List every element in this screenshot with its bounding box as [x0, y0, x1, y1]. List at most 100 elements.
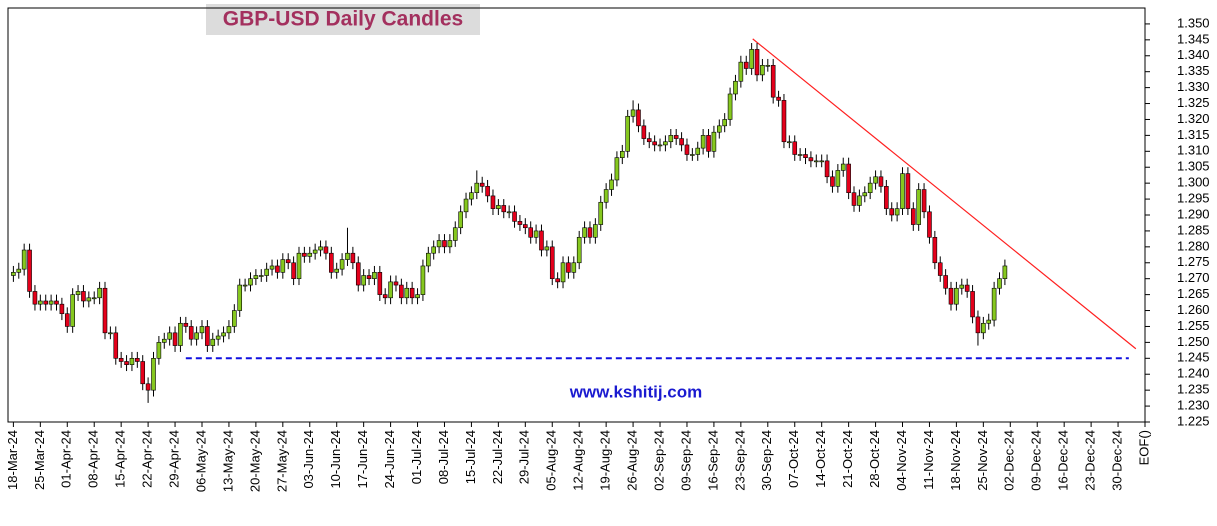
- candle-body: [16, 268, 22, 273]
- candle-body: [452, 227, 458, 241]
- x-tick-label: 18-Nov-24: [948, 430, 963, 491]
- candle-body: [388, 281, 393, 299]
- candle-body: [905, 173, 911, 209]
- candle-body: [937, 262, 943, 276]
- candle-body: [765, 65, 771, 67]
- candle-body: [620, 151, 625, 158]
- candle-body: [329, 252, 334, 273]
- y-tick-label: 1.255: [1177, 318, 1210, 333]
- candle-body: [496, 205, 501, 209]
- candle-body: [232, 310, 237, 327]
- x-tick-label: 17-Jun-24: [355, 430, 370, 489]
- candle-body: [431, 246, 437, 254]
- candle-body: [851, 192, 857, 206]
- y-tick-label: 1.315: [1177, 127, 1210, 142]
- candle-body: [630, 109, 636, 117]
- candle-body: [442, 240, 447, 248]
- x-tick-label: 04-Nov-24: [894, 430, 909, 491]
- x-tick-label: 19-Aug-24: [598, 430, 613, 491]
- y-tick-label: 1.245: [1177, 350, 1210, 365]
- candle-body: [253, 275, 259, 279]
- x-tick-label: 12-Aug-24: [571, 430, 586, 491]
- candle-body: [70, 294, 75, 327]
- x-tick-label: 05-Aug-24: [544, 430, 559, 491]
- candle-body: [32, 291, 38, 305]
- candle-body: [636, 109, 641, 127]
- x-tick-label: 22-Apr-24: [140, 430, 155, 488]
- x-tick-label: 09-Dec-24: [1029, 430, 1044, 491]
- candle-body: [372, 272, 377, 279]
- x-tick-label: 07-Oct-24: [786, 430, 801, 488]
- candle-body: [867, 182, 873, 194]
- candle-body: [528, 227, 533, 238]
- candle-body: [948, 287, 954, 305]
- candle-body: [485, 186, 490, 197]
- candle-body: [275, 265, 280, 273]
- candle-body: [733, 80, 738, 95]
- candle-body: [787, 141, 792, 144]
- y-tick-label: 1.295: [1177, 191, 1210, 206]
- x-tick-label: 02-Dec-24: [1002, 430, 1017, 491]
- candle-body: [560, 262, 566, 283]
- candle-body: [657, 144, 663, 147]
- candle-body: [819, 160, 824, 163]
- candle-body: [743, 61, 749, 69]
- candle-body: [614, 157, 620, 181]
- candle-body: [749, 49, 754, 69]
- candle-body: [582, 227, 587, 238]
- candle-body: [1002, 265, 1008, 279]
- candle-body: [673, 135, 679, 139]
- x-tick-label: 25-Nov-24: [975, 430, 990, 491]
- candle-body: [404, 287, 410, 299]
- candle-body: [760, 65, 765, 76]
- candle-body: [835, 170, 841, 187]
- x-tick-label: 09-Sep-24: [678, 430, 693, 491]
- candle-body: [770, 65, 776, 98]
- candle-body: [921, 189, 927, 213]
- candle-body: [479, 182, 485, 187]
- candle-body: [339, 259, 345, 270]
- candle-body: [722, 119, 727, 127]
- candle-body: [646, 138, 652, 143]
- x-tick-label: 30-Sep-24: [759, 430, 774, 491]
- x-tick-label: 28-Oct-24: [867, 430, 882, 488]
- candle-body: [426, 252, 431, 267]
- candle-body: [81, 291, 86, 302]
- candle-body: [355, 262, 361, 286]
- y-tick-label: 1.290: [1177, 206, 1210, 221]
- x-tick-label: 01-Jul-24: [409, 430, 424, 484]
- candle-body: [679, 138, 684, 146]
- candle-body: [830, 176, 835, 187]
- x-tick-label: 03-Jun-24: [301, 430, 316, 489]
- candle-body: [447, 240, 453, 248]
- y-tick-label: 1.305: [1177, 159, 1210, 174]
- candle-body: [501, 205, 507, 213]
- x-tick-label: 10-Jun-24: [328, 430, 343, 489]
- trend-line: [752, 38, 1137, 350]
- y-tick-label: 1.335: [1177, 63, 1210, 78]
- candle-body: [350, 252, 356, 264]
- candle-body: [469, 192, 474, 200]
- candle-body: [11, 272, 16, 276]
- candle-body: [302, 252, 307, 257]
- candle-body: [436, 240, 442, 248]
- candle-body: [517, 221, 523, 225]
- candle-body: [523, 224, 528, 229]
- y-tick-label: 1.325: [1177, 95, 1210, 110]
- y-tick-label: 1.320: [1177, 111, 1210, 126]
- candle-body: [38, 300, 43, 305]
- candle-body: [490, 195, 496, 209]
- y-tick-label: 1.350: [1177, 15, 1210, 30]
- candle-body: [776, 96, 781, 101]
- candle-body: [609, 179, 614, 190]
- candle-body: [415, 294, 420, 299]
- candle-body: [625, 115, 630, 152]
- candle-body: [183, 322, 189, 327]
- candle-body: [248, 278, 253, 286]
- y-tick-label: 1.240: [1177, 366, 1210, 381]
- y-tick-label: 1.285: [1177, 222, 1210, 237]
- candle-body: [663, 141, 668, 146]
- x-tick-label: 08-Apr-24: [86, 430, 101, 488]
- candle-body: [986, 319, 992, 324]
